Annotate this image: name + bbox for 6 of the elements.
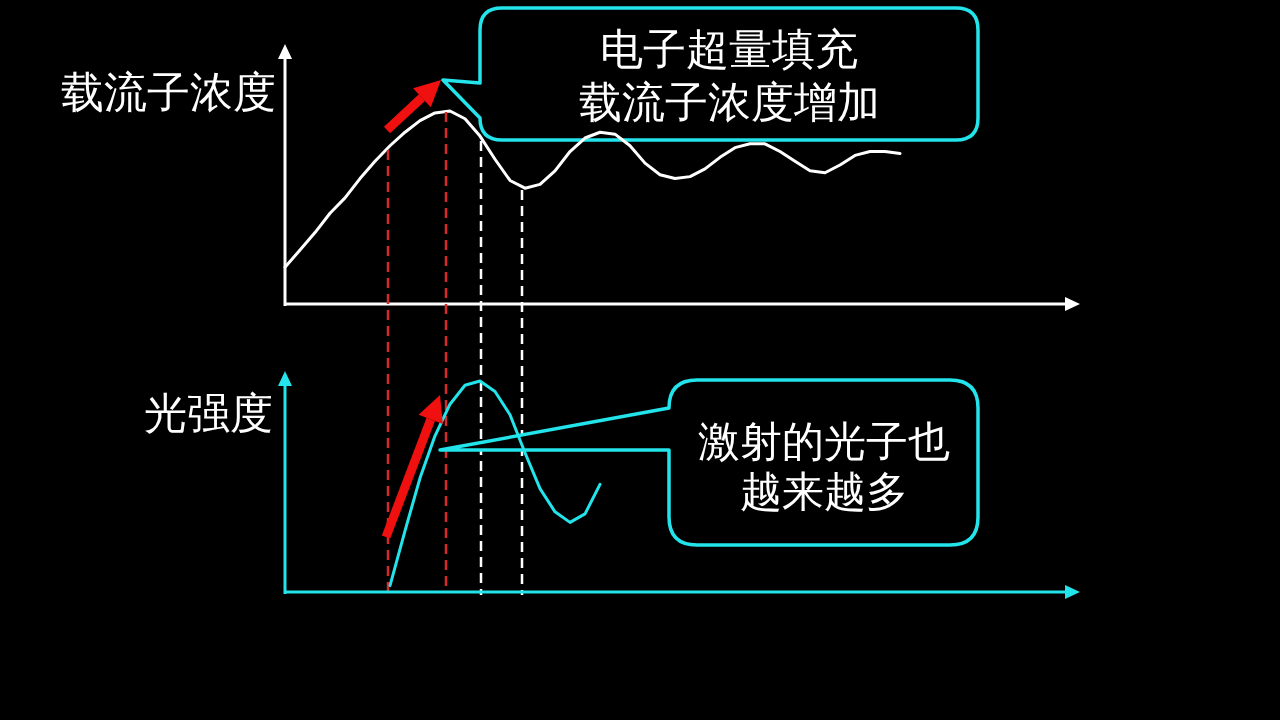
callout: 激射的光子也越来越多 <box>438 378 980 547</box>
callout: 电子超量填充载流子浓度增加 <box>441 6 980 142</box>
annotation: 电子超量填充载流子浓度增加 <box>578 24 880 127</box>
y-axis-title: 载流子浓度 <box>61 67 276 117</box>
annotation: 激射的光子也越来越多 <box>697 417 950 516</box>
y-axis-title: 光强度 <box>144 388 273 438</box>
